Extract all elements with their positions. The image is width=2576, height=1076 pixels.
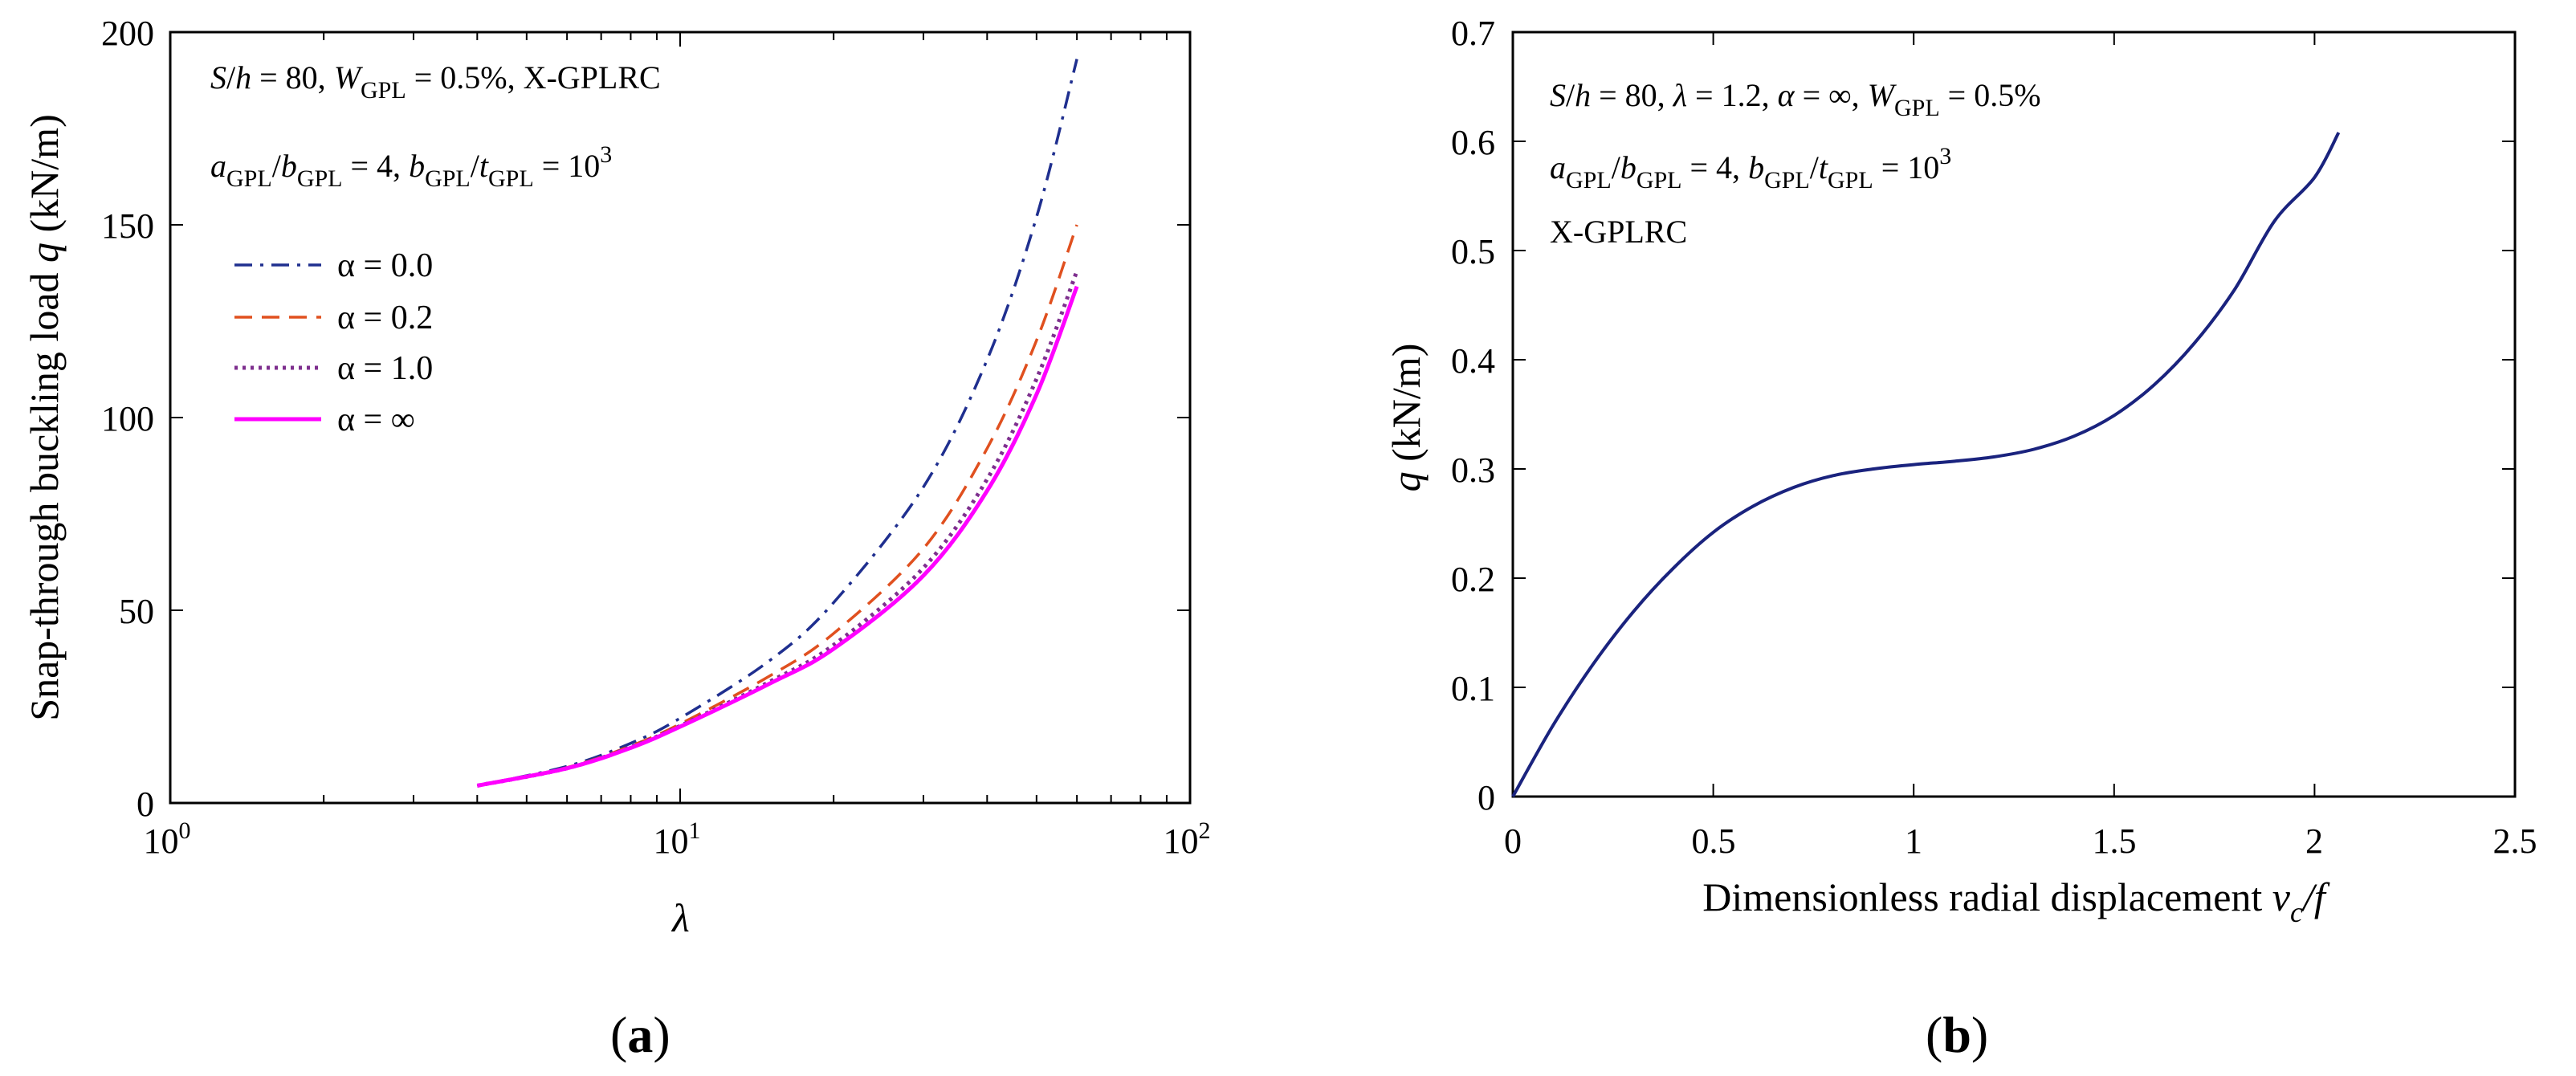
legend-label-alpha-inf: α = ∞ (337, 401, 415, 438)
panel-b-ytick-label: 0.4 (1451, 341, 1495, 381)
load-displacement-curve (1511, 132, 2341, 797)
panel-a-annotation-line-1: S/h = 80, WGPL = 0.5%, X-GPLRC (210, 59, 661, 104)
panel-a-curves (476, 59, 1079, 788)
panel-b-xtick-label: 2.5 (2493, 821, 2537, 861)
panel-b-ytick-label: 0.7 (1451, 14, 1495, 53)
panel-b-plot-frame (1511, 31, 2517, 798)
legend-label-alpha-0-2: α = 0.2 (337, 300, 433, 336)
panel-b-ytick-label: 0.1 (1451, 669, 1495, 708)
panel-b-ytick-label: 0.3 (1451, 450, 1495, 490)
panel-a-plot-frame (169, 31, 1192, 805)
panel-b-annotation-line-1: S/h = 80, λ = 1.2, α = ∞, WGPL = 0.5% (1550, 77, 2041, 121)
panel-b-ytick-label: 0 (1478, 778, 1495, 817)
panel-b-ytick-label: 0.2 (1451, 560, 1495, 599)
panel-a-ytick-label: 100 (101, 399, 154, 438)
panel-a-x-axis-label: λ (670, 895, 690, 940)
curve-alpha-inf (476, 285, 1079, 788)
panel-b-annotation-line-3: X-GPLRC (1550, 214, 1687, 250)
panel-a-chart: 0 50 100 150 200 100 101 102 λ Snap-thro… (22, 14, 1211, 1063)
panel-a-legend: α = 0.0 α = 0.2 α = 1.0 α = ∞ (234, 247, 433, 438)
panel-a-y-axis-label: Snap-through buckling load q (kN/m) (22, 114, 67, 720)
panel-b-xtick-label: 0.5 (1692, 821, 1736, 861)
panel-b-label: (b) (1926, 1006, 1988, 1063)
panel-b-xtick-label: 2 (2305, 821, 2323, 861)
panel-b-annotation-line-2: aGPL/bGPL = 4, bGPL/tGPL = 103 (1550, 143, 1951, 194)
panel-b-curves (1511, 132, 2341, 797)
curve-alpha-0-2 (476, 224, 1078, 788)
panel-a-ytick-label: 200 (101, 14, 154, 53)
panel-a-ytick-label: 50 (119, 592, 154, 631)
panel-b-ytick-label: 0.5 (1451, 232, 1495, 271)
panel-a-xtick-label: 102 (1164, 817, 1211, 861)
panel-b-tick-marks (1512, 31, 2516, 797)
legend-label-alpha-1-0: α = 1.0 (337, 350, 433, 387)
panel-b-chart: 0 0.1 0.2 0.3 0.4 0.5 0.6 0.7 0 0.5 1 1.… (1384, 14, 2537, 1063)
panel-b-xtick-label: 1.5 (2093, 821, 2137, 861)
panel-b-ytick-label: 0.6 (1451, 123, 1495, 162)
panel-a-label: (a) (610, 1006, 670, 1063)
curve-alpha-1-0 (476, 270, 1079, 788)
panel-a-ytick-label: 150 (101, 206, 154, 246)
legend-label-alpha-0-0: α = 0.0 (337, 247, 433, 284)
panel-b-xtick-label: 1 (1905, 821, 1922, 861)
panel-b-y-axis-label: q (kN/m) (1384, 344, 1429, 492)
curve-alpha-0-0 (476, 59, 1078, 788)
panel-a-xtick-label: 101 (654, 817, 701, 861)
panel-a-annotation-line-2: aGPL/bGPL = 4, bGPL/tGPL = 103 (210, 141, 612, 192)
panel-a-ytick-label: 0 (137, 785, 154, 824)
panel-b-xtick-label: 0 (1504, 821, 1522, 861)
panel-a-xtick-label: 100 (144, 817, 191, 861)
panel-b-x-axis-label: Dimensionless radial displacement vc/f (1702, 874, 2330, 928)
panel-a-tick-marks (169, 31, 1190, 804)
